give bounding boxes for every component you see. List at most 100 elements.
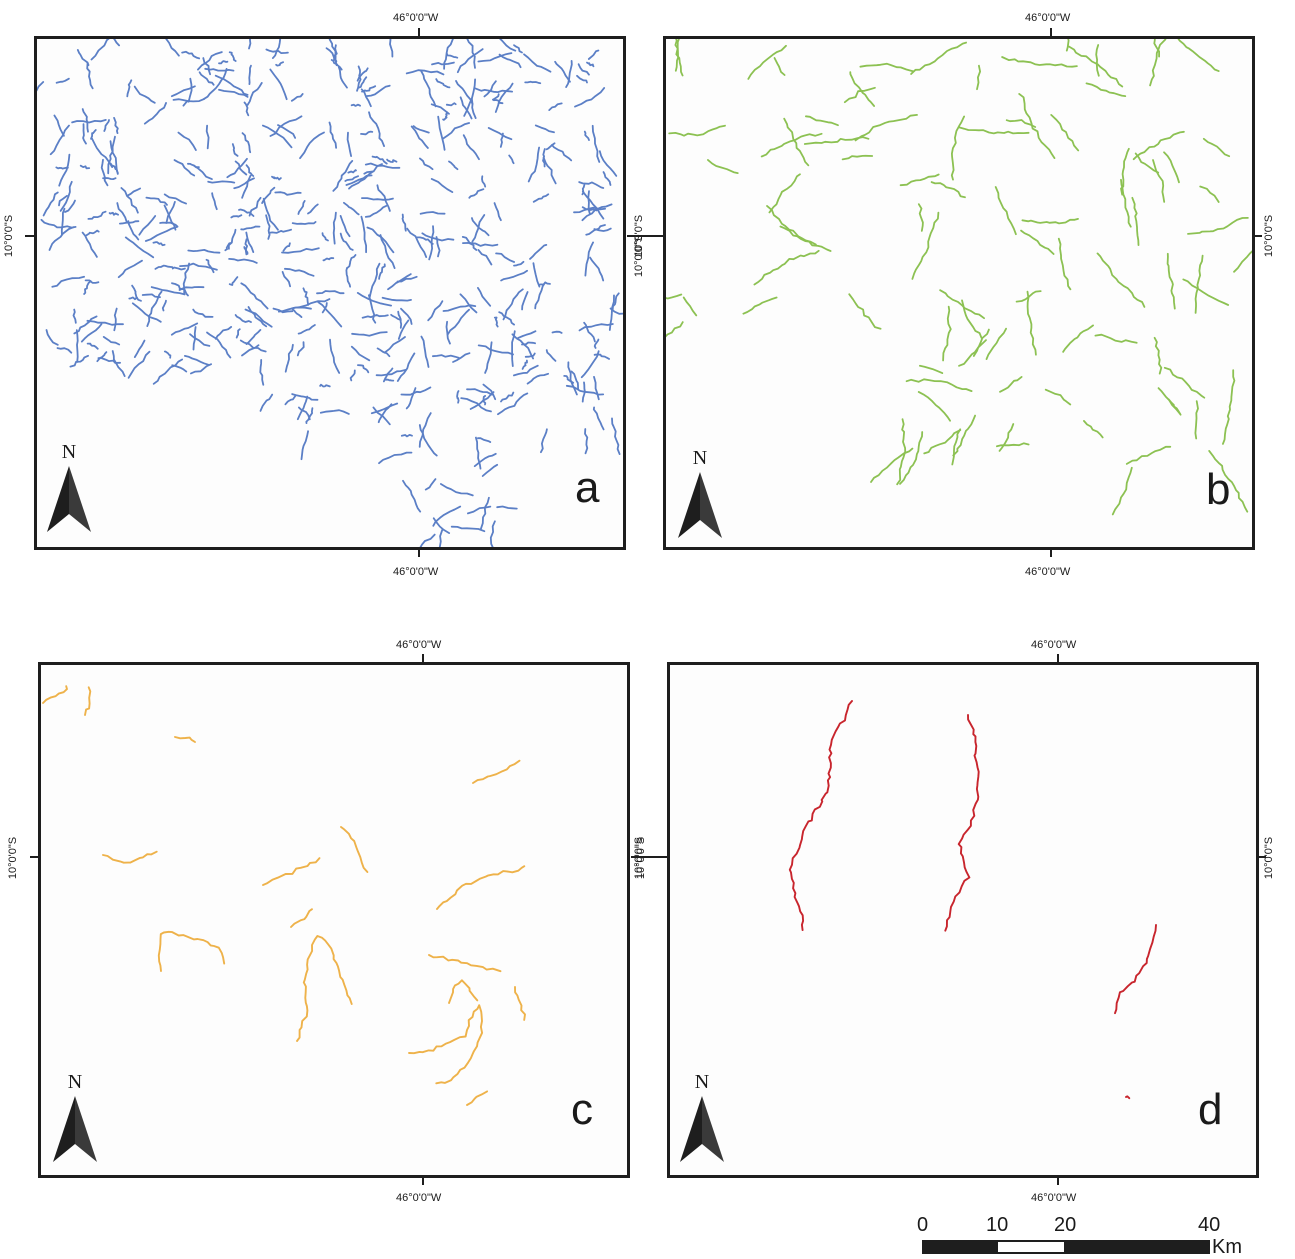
stream-segment (184, 355, 210, 366)
stream-segment (296, 395, 309, 421)
stream-segment (682, 296, 698, 317)
stream-segment (397, 319, 410, 340)
stream-segment (445, 320, 451, 345)
stream-segment (321, 232, 329, 242)
stream-segment (275, 61, 284, 67)
stream-segment (923, 429, 962, 455)
stream-segment (674, 39, 680, 72)
stream-segment (48, 226, 75, 251)
stream-segment (430, 178, 454, 193)
stream-segment (124, 236, 155, 259)
tick-bottom-d (1057, 1176, 1059, 1185)
stream-segment (1157, 387, 1181, 415)
tick-top-b (1050, 28, 1052, 37)
stream-segment (581, 381, 586, 403)
stream-segment (268, 228, 292, 234)
stream-segment (376, 347, 391, 358)
scale-label-0: 0 (917, 1214, 929, 1236)
stream-segment (508, 154, 515, 165)
stream-segment (349, 369, 356, 382)
stream-segment (402, 479, 422, 513)
stream-segment (174, 736, 196, 743)
stream-segment (297, 200, 306, 215)
stream-segment (245, 164, 255, 177)
stream-segment (611, 417, 621, 455)
stream-segment (282, 242, 291, 252)
stream-segment (584, 428, 589, 455)
stream-segment (71, 119, 107, 124)
stream-segment (1068, 45, 1124, 88)
map-panel-c: N c (38, 662, 630, 1178)
stream-segment (211, 192, 218, 211)
stream-segment (84, 279, 100, 284)
stream-segment (576, 74, 588, 84)
stream-segment (848, 293, 882, 330)
stream-segment (492, 99, 504, 105)
stream-segment (187, 249, 221, 254)
panel-letter-c: c (571, 1085, 593, 1134)
stream-segment (161, 299, 167, 312)
stream-segment (165, 39, 180, 57)
stream-segment (299, 131, 325, 160)
stream-segment (456, 48, 484, 74)
stream-segment (171, 266, 186, 271)
stream-segment (239, 339, 267, 353)
stream-segment (545, 349, 557, 362)
stream-segment (456, 390, 460, 404)
stream-segment (170, 322, 199, 336)
stream-segment (202, 68, 228, 100)
stream-segment (319, 383, 331, 388)
stream-segment (1050, 114, 1080, 152)
stream-segment (551, 144, 573, 162)
scale-label-10: 10 (986, 1214, 1009, 1236)
stream-segment (64, 199, 76, 213)
stream-segment (521, 359, 528, 370)
stream-segment (159, 221, 179, 228)
stream-segment (513, 364, 539, 377)
right-coord-b: 10°0'0"S (1263, 214, 1276, 258)
stream-segment (259, 359, 265, 386)
stream-segment (120, 187, 139, 214)
stream-segment (297, 324, 316, 335)
tick-right-b (1253, 235, 1262, 237)
stream-segment (577, 63, 590, 76)
stream-segment (1094, 333, 1138, 344)
stream-segment (581, 203, 613, 222)
stream-segment (445, 102, 457, 107)
stream-segment (593, 353, 610, 360)
stream-segment (477, 287, 492, 307)
stream-segment (523, 53, 552, 73)
stream-segment (896, 418, 907, 486)
stream-segment (58, 153, 71, 187)
stream-segment (1125, 1095, 1131, 1100)
stream-segment (437, 115, 446, 151)
stream-segment (592, 406, 605, 431)
stream-segment (343, 201, 360, 216)
scale-segment-10-20 (996, 1240, 1066, 1254)
stream-segment (495, 252, 515, 263)
panel-letter-a: a (575, 463, 600, 512)
stream-segment (1208, 450, 1249, 513)
stream-segment (291, 221, 317, 225)
stream-segment (1152, 159, 1166, 203)
stream-segment (396, 352, 416, 382)
stream-segment (127, 220, 140, 241)
stream-segment (472, 759, 521, 784)
stream-segment (350, 345, 371, 362)
stream-segment (171, 282, 189, 297)
stream-segment (81, 231, 98, 258)
stream-segment (190, 363, 212, 375)
stream-segment (316, 290, 345, 295)
stream-segment (462, 242, 499, 247)
north-arrow-c: N (51, 1071, 99, 1169)
stream-segment (97, 357, 121, 364)
stream-segment (366, 226, 395, 254)
stream-segment (529, 244, 548, 260)
stream-segment (532, 193, 550, 203)
stream-segment (141, 293, 161, 299)
stream-segment (364, 162, 401, 169)
stream-segment (259, 393, 274, 412)
stream-segment (427, 300, 444, 322)
tick-left-a (25, 235, 34, 237)
scale-segment-0-10 (922, 1240, 998, 1254)
